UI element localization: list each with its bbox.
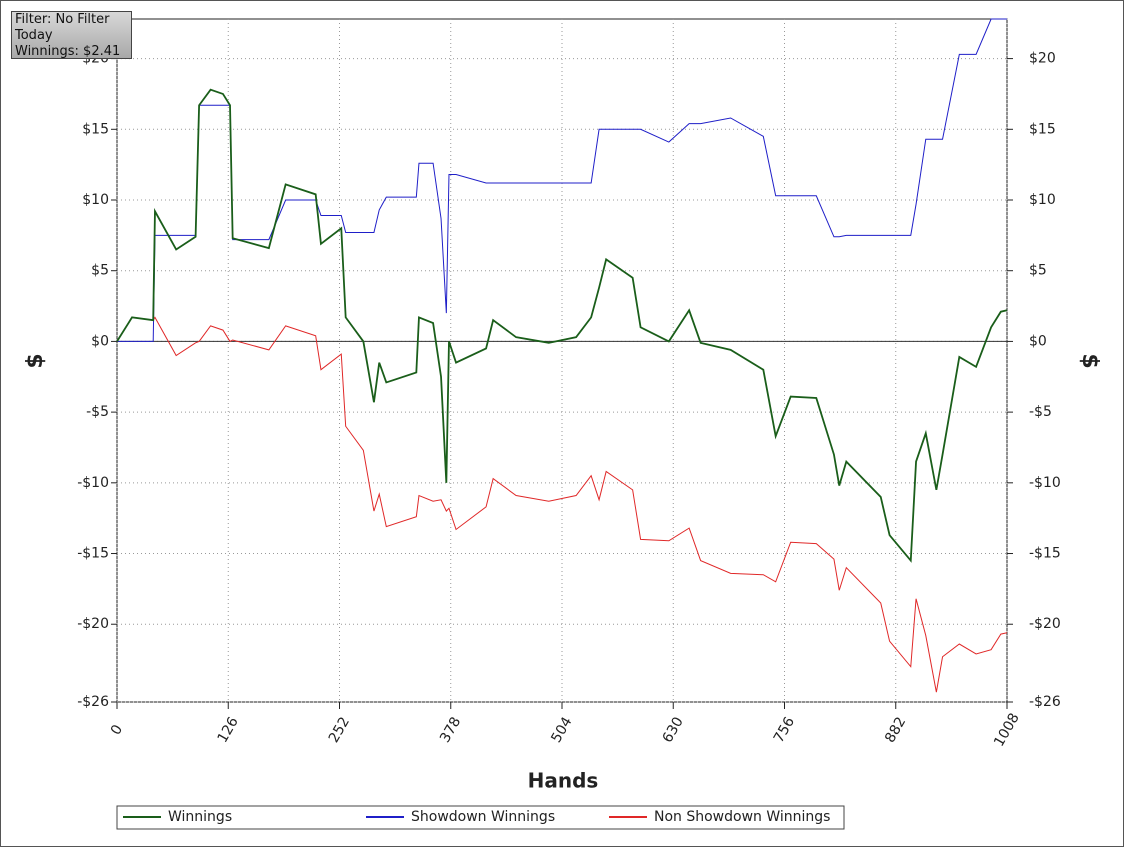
x-tick-label: 252 bbox=[326, 714, 353, 745]
info-line: Today bbox=[15, 28, 53, 43]
y-tick-label: -$26 bbox=[77, 694, 109, 710]
x-tick-label: 126 bbox=[215, 714, 242, 745]
x-tick-label: 0 bbox=[108, 722, 126, 738]
x-tick-label: 882 bbox=[882, 714, 909, 745]
legend-label: Winnings bbox=[168, 809, 232, 825]
series-line bbox=[116, 88, 1008, 563]
legend-label: Showdown Winnings bbox=[411, 809, 555, 825]
legend-box bbox=[116, 805, 845, 830]
series-line bbox=[116, 316, 1008, 693]
y2-tick-label: $15 bbox=[1029, 121, 1056, 137]
y2-axis-title: $ bbox=[1077, 353, 1102, 368]
x-tick-label: 378 bbox=[437, 714, 464, 745]
x-axis-title: Hands bbox=[528, 769, 599, 793]
y2-tick-label: -$10 bbox=[1029, 475, 1061, 491]
y-axis-title: $ bbox=[23, 353, 48, 368]
y-tick-label: $5 bbox=[91, 263, 109, 279]
x-tick-label: 1008 bbox=[991, 711, 1023, 750]
legend-label: Non Showdown Winnings bbox=[654, 809, 830, 825]
y2-tick-label: -$20 bbox=[1029, 616, 1061, 632]
x-tick-label: 756 bbox=[771, 714, 798, 745]
y-tick-label: -$15 bbox=[77, 546, 109, 562]
y2-tick-label: $5 bbox=[1029, 263, 1047, 279]
y-tick-label: -$20 bbox=[77, 616, 109, 632]
y-tick-label: -$10 bbox=[77, 475, 109, 491]
y2-tick-label: -$5 bbox=[1029, 404, 1052, 420]
x-tick-label: 630 bbox=[660, 714, 687, 745]
y-tick-label: $15 bbox=[82, 121, 109, 137]
plot-area bbox=[116, 18, 1008, 703]
y-tick-label: -$5 bbox=[86, 404, 109, 420]
y2-tick-label: $0 bbox=[1029, 333, 1047, 349]
x-tick-label: 504 bbox=[548, 714, 575, 745]
y2-tick-label: -$26 bbox=[1029, 694, 1061, 710]
y-tick-label: $10 bbox=[82, 192, 109, 208]
y2-tick-label: $10 bbox=[1029, 192, 1056, 208]
y2-tick-label: $20 bbox=[1029, 51, 1056, 67]
y-tick-label: $0 bbox=[91, 333, 109, 349]
info-line: Winnings: $2.41 bbox=[15, 44, 121, 59]
info-line: Filter: No Filter bbox=[15, 12, 110, 27]
y2-tick-label: -$15 bbox=[1029, 546, 1061, 562]
info-box: Filter: No Filter Today Winnings: $2.41 bbox=[11, 11, 132, 59]
series-line bbox=[117, 18, 1007, 342]
